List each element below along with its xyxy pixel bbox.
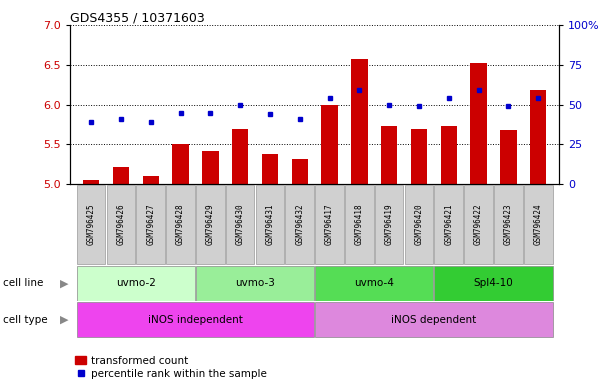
Bar	[285, 185, 314, 264]
Bar	[83, 180, 100, 184]
Text: GDS4355 / 10371603: GDS4355 / 10371603	[70, 12, 205, 25]
Text: GSM796428: GSM796428	[176, 204, 185, 245]
Text: GSM796430: GSM796430	[236, 204, 244, 245]
Bar	[255, 185, 284, 264]
Bar	[142, 176, 159, 184]
Bar	[315, 302, 552, 337]
Text: GSM796431: GSM796431	[265, 204, 274, 245]
Bar	[375, 185, 403, 264]
Text: iNOS independent: iNOS independent	[148, 314, 243, 325]
Text: cell type: cell type	[3, 314, 48, 325]
Text: GSM796424: GSM796424	[533, 204, 543, 245]
Bar	[262, 154, 278, 184]
Text: GSM796423: GSM796423	[504, 204, 513, 245]
Text: GSM796422: GSM796422	[474, 204, 483, 245]
Text: cell line: cell line	[3, 278, 43, 288]
Bar	[441, 126, 457, 184]
Text: GSM796419: GSM796419	[385, 204, 393, 245]
Legend: transformed count, percentile rank within the sample: transformed count, percentile rank withi…	[76, 356, 267, 379]
Bar	[315, 266, 433, 301]
Text: GSM796420: GSM796420	[414, 204, 423, 245]
Bar	[404, 185, 433, 264]
Text: Spl4-10: Spl4-10	[474, 278, 513, 288]
Text: GSM796426: GSM796426	[117, 204, 125, 245]
Bar	[113, 167, 129, 184]
Bar	[202, 151, 219, 184]
Text: GSM796418: GSM796418	[355, 204, 364, 245]
Bar	[172, 144, 189, 184]
Text: uvmo-2: uvmo-2	[116, 278, 156, 288]
Text: GSM796421: GSM796421	[444, 204, 453, 245]
Bar	[315, 185, 344, 264]
Bar	[321, 104, 338, 184]
Bar	[494, 185, 522, 264]
Bar	[226, 185, 254, 264]
Bar	[470, 63, 487, 184]
Text: ▶: ▶	[60, 278, 68, 288]
Text: GSM796429: GSM796429	[206, 204, 215, 245]
Text: GSM796432: GSM796432	[295, 204, 304, 245]
Text: uvmo-4: uvmo-4	[354, 278, 394, 288]
Bar	[434, 185, 463, 264]
Bar	[530, 90, 546, 184]
Bar	[166, 185, 195, 264]
Bar	[381, 126, 397, 184]
Bar	[434, 266, 552, 301]
Bar	[107, 185, 135, 264]
Text: uvmo-3: uvmo-3	[235, 278, 275, 288]
Text: ▶: ▶	[60, 314, 68, 325]
Bar	[136, 185, 165, 264]
Bar	[77, 302, 314, 337]
Bar	[291, 159, 308, 184]
Bar	[232, 129, 248, 184]
Bar	[351, 59, 368, 184]
Bar	[411, 129, 427, 184]
Bar	[77, 266, 195, 301]
Bar	[524, 185, 552, 264]
Bar	[345, 185, 374, 264]
Text: iNOS dependent: iNOS dependent	[391, 314, 477, 325]
Bar	[196, 266, 314, 301]
Bar	[196, 185, 225, 264]
Bar	[77, 185, 106, 264]
Text: GSM796417: GSM796417	[325, 204, 334, 245]
Text: GSM796425: GSM796425	[87, 204, 96, 245]
Bar	[464, 185, 493, 264]
Bar	[500, 130, 516, 184]
Text: GSM796427: GSM796427	[146, 204, 155, 245]
